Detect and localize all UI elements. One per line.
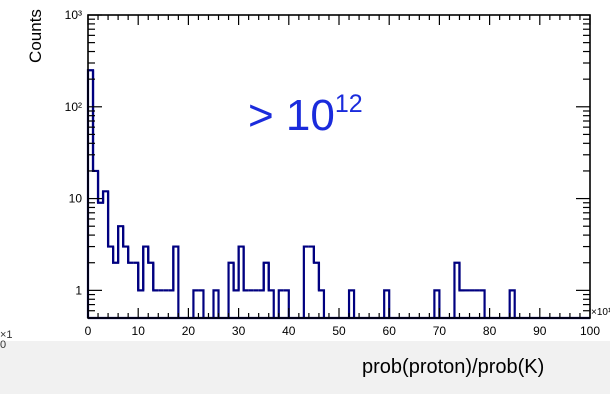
x-tick-label: 70 [433,324,447,338]
y-tick-label: 10 [69,192,83,206]
histogram-bin [433,289,441,318]
histogram-bin [242,246,249,292]
annotation-exponent: 12 [334,90,363,118]
x-tick-label: 30 [232,324,246,338]
x-multiplier-label: ×10¹² [591,307,610,318]
y-tick-label: 1 [75,283,82,297]
cropped-fragment-line2: 0 [0,339,7,351]
cropped-fragment-line1: ×1 [0,329,13,341]
histogram-bin [192,289,199,318]
cropped-multiplier-fragment: ×1 0 [0,329,13,351]
y-tick-label: 10³ [65,8,82,22]
threshold-annotation: > 1012 [248,79,363,141]
histogram-bin [277,289,284,318]
plot-frame [87,14,591,319]
histogram-bin [508,289,516,318]
x-tick-label: 40 [282,324,296,338]
histogram-bin [212,289,220,318]
histogram-bin [317,262,326,318]
y-tick-label: 10² [65,100,82,114]
x-tick-label: 60 [383,324,397,338]
histogram-bin [479,289,486,318]
histogram-bin [383,289,391,318]
x-axis-label: prob(proton)/prob(K) [362,356,545,378]
x-tick-label: 0 [85,324,92,338]
histogram-bin [302,245,309,318]
y-axis-label: Counts [26,9,45,63]
x-tick-label: 50 [332,324,346,338]
histogram-bin [127,246,134,264]
x-tick-label: 20 [182,324,196,338]
footer-strip [0,341,610,394]
x-tick-label: 80 [483,324,497,338]
annotation-text: > 10 [248,91,335,140]
histogram-bin [198,289,205,318]
histogram-bin [347,289,356,318]
histogram-bin [267,262,275,318]
histogram-bin [283,289,290,318]
x-tick-label: 90 [533,324,547,338]
x-tick-label: 10 [132,324,146,338]
histogram-bin [458,262,465,292]
histogram-bin [172,245,180,318]
histogram-bin [152,262,159,292]
x-tick-label: 100 [580,324,600,338]
